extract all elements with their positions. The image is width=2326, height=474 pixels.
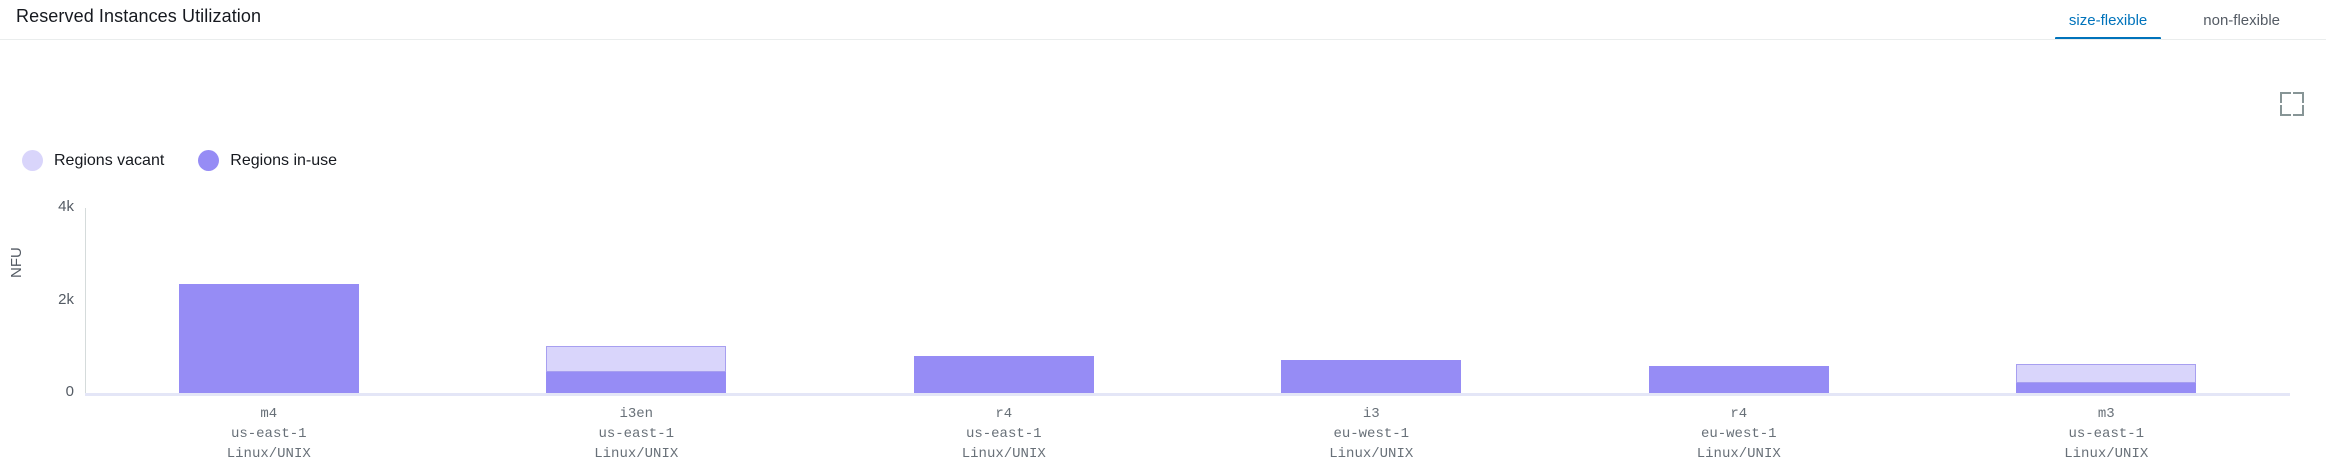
x-axis-tick-line: Linux/UNIX [1329,446,1414,462]
expand-icon[interactable] [2280,92,2304,116]
y-axis-tick-label: 4k [58,198,74,215]
bar-group[interactable] [178,284,359,393]
x-axis-tick-line: eu-west-1 [1700,426,1777,442]
bar-group[interactable] [1281,359,1462,393]
bar-group[interactable] [913,355,1094,393]
bar-segment-in-use[interactable] [2016,382,2197,393]
bar-segment-in-use[interactable] [913,355,1094,393]
x-axis-tick-line: i3 [1362,406,1380,422]
x-axis-tick-line: us-east-1 [965,426,1042,442]
x-axis-tick-line: Linux/UNIX [594,446,679,462]
chart-legend: Regions vacant Regions in-use [22,150,337,171]
bar-segment-in-use[interactable] [178,284,359,393]
legend-label: Regions vacant [54,151,165,169]
x-axis-tick-line: Linux/UNIX [2064,446,2149,462]
x-axis-tick-line: us-east-1 [2068,426,2145,442]
x-axis-tick-label: i3en us-east-1 Linux/UNIX [453,404,821,464]
bar-segment-in-use[interactable] [546,371,727,393]
bar-group[interactable] [1648,365,1829,393]
bar-segment-in-use[interactable] [1648,365,1829,393]
legend-item-regions-vacant[interactable]: Regions vacant [22,150,164,171]
x-axis-tick-line: m3 [2097,406,2115,422]
x-axis-tick-line: Linux/UNIX [1696,446,1781,462]
x-axis-tick-line: Linux/UNIX [226,446,311,462]
plot-area [85,208,2290,393]
x-axis-tick-line: Linux/UNIX [961,446,1046,462]
x-axis-tick-label: r4 eu-west-1 Linux/UNIX [1555,404,1923,464]
x-axis-tick-line: i3en [619,406,654,422]
legend-label: Regions in-use [230,151,338,169]
x-axis-tick-label: r4 us-east-1 Linux/UNIX [820,404,1188,464]
x-axis-tick-line: m4 [260,406,278,422]
y-axis-tick-label: 2k [58,290,74,308]
y-axis-line [85,208,86,394]
x-axis-tick-line: us-east-1 [598,426,675,442]
bar-segment-vacant[interactable] [546,346,727,372]
x-axis-tick-label: i3 eu-west-1 Linux/UNIX [1188,404,1556,464]
header-divider [0,39,2326,40]
circle-swatch-icon [22,150,43,171]
circle-swatch-icon [198,150,220,171]
tab-non-flexible[interactable]: non-flexible [2175,0,2308,40]
x-axis-baseline [85,393,2290,396]
y-axis-tick-label: 0 [65,383,74,400]
x-axis-tick-line: r4 [1730,406,1748,422]
x-axis-tick-line: us-east-1 [230,426,307,442]
bar-group[interactable] [546,346,727,393]
page-title: Reserved Instances Utilization [16,6,262,26]
bar-segment-in-use[interactable] [1281,359,1462,393]
x-axis-tick-label: m3 us-east-1 Linux/UNIX [1923,404,2291,464]
x-axis-tick-line: r4 [995,406,1013,422]
legend-item-regions-in-use[interactable]: Regions in-use [198,150,337,171]
panel-header: Reserved Instances Utilization size-flex… [0,0,2326,40]
bar-segment-vacant[interactable] [2016,363,2197,383]
tab-size-flexible[interactable]: size-flexible [2041,0,2175,40]
x-axis-tick-line: eu-west-1 [1333,426,1410,442]
bar-group[interactable] [2016,363,2197,393]
tab-list: size-flexible non-flexible [2041,0,2308,40]
x-axis-tick-label: m4 us-east-1 Linux/UNIX [85,404,453,464]
y-axis-title: NFU [8,247,25,278]
